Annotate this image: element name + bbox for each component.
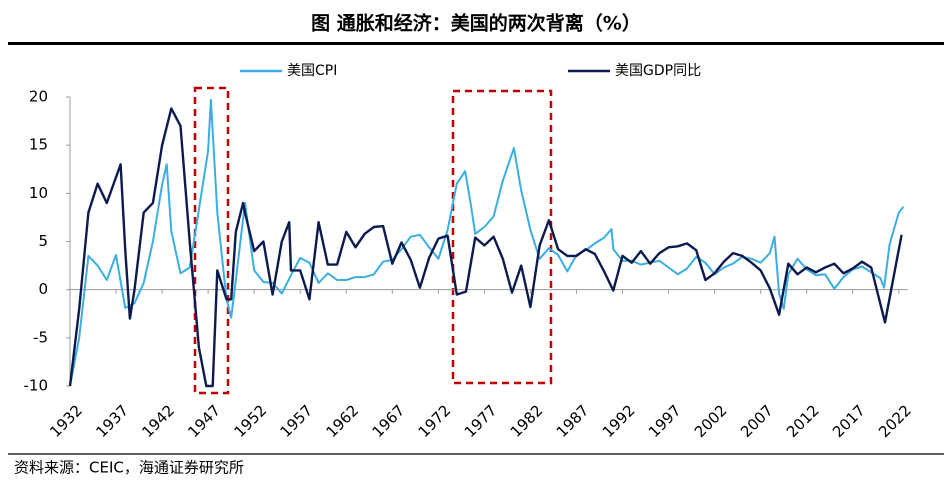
x-tick-label: 1952: [230, 401, 270, 441]
highlight-box: [451, 89, 553, 385]
x-tick-label: 1957: [276, 401, 316, 441]
y-tick-label: 15: [29, 136, 48, 154]
legend-label: 美国CPI: [287, 63, 337, 79]
series-line: [69, 98, 905, 387]
y-tick-label: -5: [33, 328, 48, 346]
x-tick-label: 2022: [875, 401, 915, 441]
x-tick-label: 1992: [599, 401, 639, 441]
x-tick-label: 1962: [323, 401, 363, 441]
x-tick-label: 2002: [691, 401, 731, 441]
y-tick-label: 0: [38, 280, 48, 298]
chart-title: 图 通胀和经济：美国的两次背离（%）: [311, 12, 641, 35]
x-tick-label: 1942: [138, 401, 178, 441]
x-tick-label: 1972: [415, 401, 455, 441]
x-tick-label: 2012: [783, 401, 823, 441]
x-tick-label: 1932: [46, 401, 86, 441]
x-tick-label: 1967: [369, 401, 409, 441]
legend-label: 美国GDP同比: [615, 63, 701, 79]
highlight-box: [193, 86, 230, 395]
x-tick-label: 1997: [645, 401, 685, 441]
y-tick-label: 10: [29, 184, 48, 202]
title-rule: [8, 42, 944, 45]
y-tick-label: 20: [29, 88, 48, 106]
x-tick-label: 1977: [461, 401, 501, 441]
y-tick-label: -10: [24, 377, 49, 395]
source-note: 资料来源：CEIC，海通证券研究所: [14, 459, 244, 477]
x-tick-label: 1987: [553, 401, 593, 441]
x-tick-label: 1937: [92, 401, 132, 441]
y-tick-label: 5: [38, 232, 48, 250]
x-tick-label: 1947: [184, 401, 224, 441]
x-tick-label: 2017: [829, 401, 869, 441]
x-tick-label: 1982: [507, 401, 547, 441]
x-tick-label: 2007: [737, 401, 777, 441]
series-line: [68, 107, 903, 388]
